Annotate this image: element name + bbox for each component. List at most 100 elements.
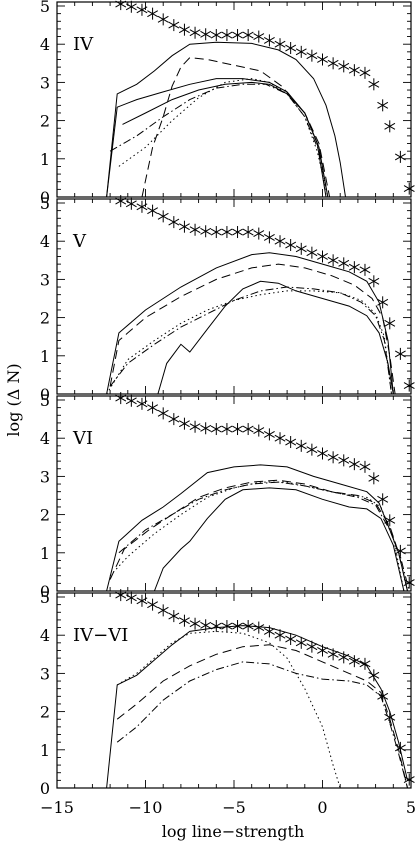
star-stroke — [168, 21, 180, 29]
star-stroke — [306, 446, 318, 454]
star-point — [285, 436, 297, 449]
y-tick-label: 3 — [40, 664, 50, 683]
star-point — [285, 239, 297, 252]
star-point — [221, 226, 233, 239]
star-point — [263, 231, 275, 244]
star-stroke — [348, 657, 360, 665]
y-tick-label: 5 — [40, 194, 50, 213]
star-stroke — [348, 66, 360, 74]
star-stroke — [210, 228, 222, 236]
star-point — [359, 66, 371, 79]
star-point — [125, 0, 137, 13]
star-stroke — [368, 474, 380, 482]
star-point — [157, 604, 169, 617]
series-group — [106, 41, 346, 197]
y-tick-label: 1 — [40, 347, 50, 366]
star-stroke — [253, 624, 265, 631]
star-point — [327, 57, 339, 70]
star-stroke — [384, 713, 396, 721]
star-stroke — [210, 622, 222, 630]
star-point — [338, 257, 350, 270]
star-stroke — [359, 69, 371, 77]
y-axis-label: log (Δ N) — [4, 363, 23, 436]
y-tick-label: 1 — [40, 544, 50, 563]
star-stroke — [274, 40, 286, 48]
star-point — [327, 254, 339, 267]
star-stroke — [327, 453, 339, 461]
star-stroke — [168, 218, 180, 226]
star-stroke — [157, 212, 169, 220]
y-tick-label: 3 — [40, 270, 50, 289]
series-line-dashed — [109, 479, 408, 591]
star-point — [368, 472, 380, 485]
star-stroke — [306, 249, 318, 257]
star-point — [147, 598, 159, 611]
star-point — [200, 225, 212, 238]
star-stroke — [285, 44, 297, 52]
star-stroke — [147, 207, 159, 215]
series-line-dotted — [116, 630, 341, 788]
star-point — [403, 182, 415, 195]
star-stroke — [403, 382, 415, 390]
star-stroke — [377, 101, 389, 109]
star-point — [359, 460, 371, 473]
star-point — [136, 3, 148, 16]
star-stroke — [253, 230, 265, 237]
star-stroke — [189, 423, 201, 431]
star-stroke — [232, 31, 243, 39]
star-point — [348, 655, 360, 668]
star-stroke — [168, 612, 180, 620]
y-tick-label: 1 — [40, 741, 50, 760]
star-stroke — [327, 59, 339, 67]
star-point — [368, 78, 380, 91]
star-point — [168, 610, 180, 623]
star-point — [125, 394, 137, 407]
star-stroke — [359, 266, 371, 274]
star-point — [295, 242, 307, 255]
star-stroke — [242, 622, 254, 630]
star-stroke — [253, 33, 265, 40]
star-stroke — [403, 579, 415, 587]
x-tick-label: −15 — [40, 798, 74, 817]
star-stroke — [377, 298, 389, 306]
star-stroke — [263, 627, 275, 635]
series-line-solid — [157, 280, 394, 394]
star-stroke — [125, 200, 137, 208]
star-point — [136, 397, 148, 410]
star-point — [232, 423, 243, 436]
star-stroke — [285, 635, 297, 643]
star-point — [210, 29, 222, 42]
star-point — [317, 447, 328, 460]
star-point — [221, 29, 233, 42]
star-stroke — [147, 601, 159, 609]
star-stroke — [125, 594, 137, 602]
star-stroke — [285, 241, 297, 249]
star-series — [115, 589, 415, 786]
star-stroke — [348, 460, 360, 468]
star-stroke — [242, 31, 254, 39]
panels: 0 1 2 3 4 5 IV 0 1 2 3 4 5 V 0 1 2 3 4 5 VI 0 1 2 3 4 5 IV−VI — [40, 0, 415, 798]
star-stroke — [295, 639, 307, 647]
y-tick-label: 1 — [40, 150, 50, 169]
star-point — [306, 640, 318, 653]
series-line-dotted — [118, 78, 329, 197]
x-tick-label: −5 — [222, 798, 246, 817]
star-point — [274, 432, 286, 445]
star-point — [394, 347, 406, 360]
panel-1: 0 1 2 3 4 5 IV — [40, 0, 415, 207]
star-point — [263, 34, 275, 47]
star-point — [232, 29, 243, 42]
star-point — [125, 591, 137, 604]
star-point — [210, 423, 222, 436]
star-stroke — [368, 277, 380, 285]
star-stroke — [178, 420, 190, 428]
y-tick-label: 0 — [40, 582, 50, 601]
star-stroke — [263, 36, 275, 44]
star-stroke — [359, 463, 371, 471]
star-point — [210, 620, 222, 633]
y-tick-label: 2 — [40, 309, 50, 328]
star-point — [327, 451, 339, 464]
star-point — [147, 401, 159, 414]
star-stroke — [136, 203, 148, 211]
x-tick-label: 0 — [317, 798, 327, 817]
